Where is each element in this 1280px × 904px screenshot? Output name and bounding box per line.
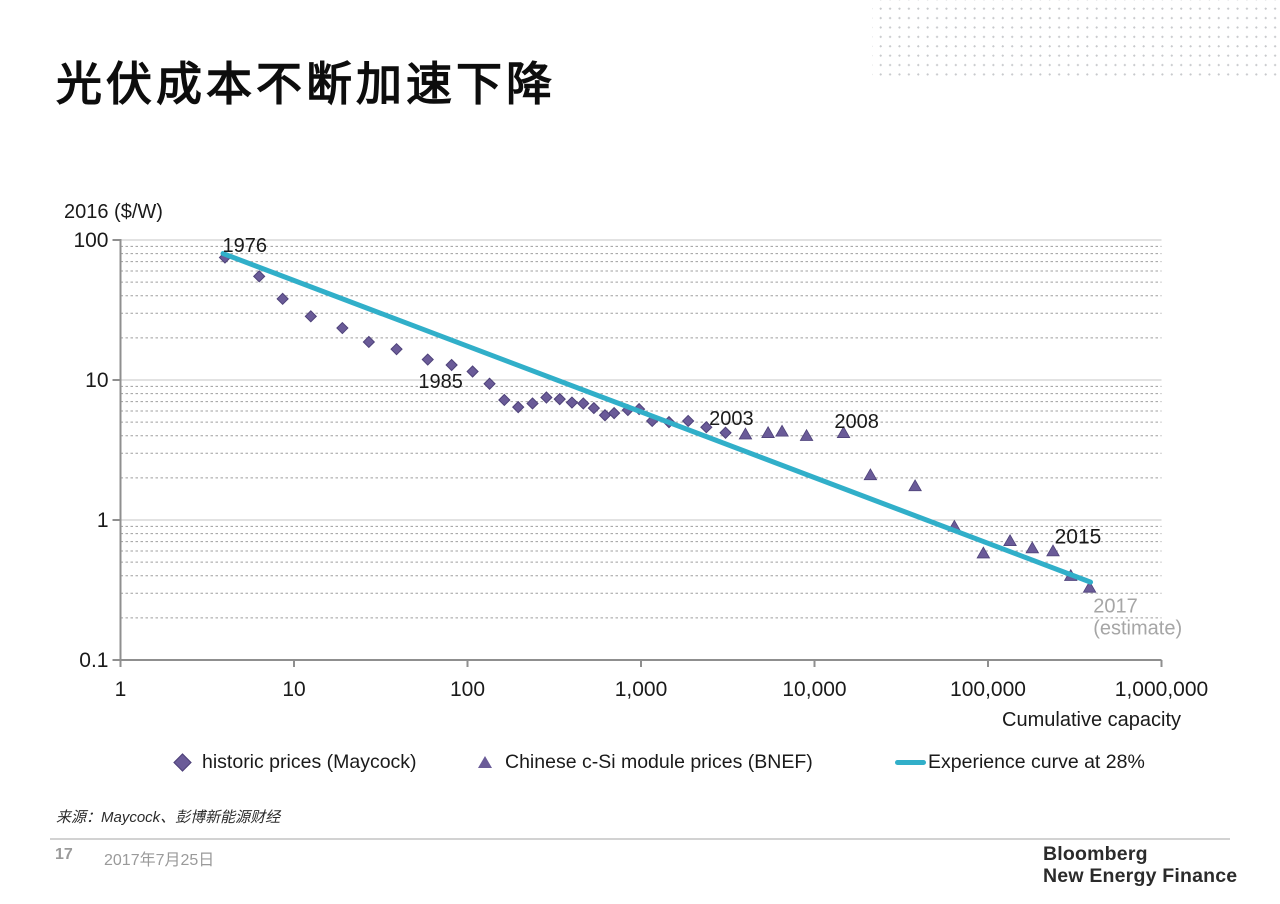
gridlines — [120, 239, 1162, 619]
legend-item-maycock: historic prices (Maycock) — [173, 749, 417, 775]
axes — [112, 239, 1163, 667]
diamond-point — [719, 426, 732, 439]
legend-item-experience-curve: Experience curve at 28% — [895, 749, 1145, 775]
y-tick-label: 100 — [73, 229, 108, 252]
y-tick-labels: 100 10 1 0.1 — [73, 229, 108, 672]
diamond-point — [540, 391, 553, 404]
triangle-marker-icon — [478, 756, 492, 768]
legend-label: Chinese c-Si module prices (BNEF) — [505, 750, 813, 773]
page-number: 17 — [55, 846, 73, 863]
decorative-dot-pattern — [872, 0, 1278, 76]
legend-label: Experience curve at 28% — [928, 750, 1145, 773]
triangle-point — [761, 425, 775, 438]
experience-curve-line — [220, 251, 1094, 585]
triangle-point — [1046, 544, 1060, 557]
legend-item-bnef: Chinese c-Si module prices (BNEF) — [478, 749, 813, 775]
y-tick-label: 0.1 — [79, 649, 108, 672]
annotations: 1976 1985 2003 2008 2015 2017(estimate) — [222, 235, 1182, 639]
diamond-point — [587, 401, 601, 415]
slide-date: 2017年7月25日 — [104, 852, 215, 869]
annotation-2017: 2017 — [1093, 596, 1138, 618]
x-tick-label: 10 — [282, 678, 305, 701]
diamond-point — [607, 406, 621, 420]
annotation-2008: 2008 — [834, 411, 879, 433]
diamond-point — [336, 321, 349, 335]
logo-line-1: Bloomberg — [1043, 843, 1148, 865]
x-tick-label: 100 — [450, 678, 485, 701]
diamond-point — [526, 397, 539, 410]
x-tick-label: 100,000 — [950, 678, 1026, 701]
y-axis-title: 2016 ($/W) — [64, 201, 163, 223]
source-note: 来源：Maycock、彭博新能源财经 — [56, 809, 281, 826]
diamond-point — [700, 421, 713, 434]
diamond-point — [681, 414, 695, 428]
y-tick-label: 10 — [85, 369, 108, 392]
diamond-point — [362, 335, 376, 349]
diamond-marker-icon — [173, 752, 192, 772]
diamond-point — [466, 365, 479, 378]
triangle-point — [775, 424, 789, 437]
triangle-point — [976, 546, 991, 559]
annotation-1976: 1976 — [222, 235, 267, 257]
x-tick-label: 1,000,000 — [1115, 678, 1208, 701]
triangle-point — [863, 468, 878, 481]
slide-title: 光伏成本不断加速下降 — [56, 59, 556, 110]
diamond-point — [390, 342, 403, 356]
legend-label: historic prices (Maycock) — [202, 750, 417, 773]
diamond-point — [483, 377, 496, 390]
x-tick-labels: 1 10 100 1,000 10,000 100,000 1,000,000 — [115, 678, 1209, 701]
diamond-point — [553, 392, 566, 406]
annotation-2015: 2015 — [1055, 525, 1102, 548]
triangle-point — [738, 427, 753, 440]
x-axis-title: Cumulative capacity — [1002, 709, 1181, 731]
triangle-point — [836, 425, 851, 438]
annotation-1985: 1985 — [418, 371, 463, 393]
triangle-point — [908, 479, 922, 492]
triangle-point — [1082, 580, 1097, 593]
y-tick-label: 1 — [97, 509, 109, 532]
diamond-point — [304, 310, 318, 323]
x-tick-label: 1 — [115, 678, 127, 701]
diamond-point — [421, 353, 434, 366]
diamond-point — [577, 397, 590, 410]
diamond-point — [252, 270, 266, 283]
line-marker-icon — [895, 759, 926, 765]
x-tick-label: 10,000 — [782, 678, 846, 701]
diamond-point — [511, 400, 525, 414]
triangle-point — [1025, 541, 1040, 554]
diamond-point — [565, 396, 579, 409]
logo-line-2: New Energy Finance — [1043, 865, 1238, 887]
bnef-logo: Bloomberg New Energy Finance — [1043, 843, 1237, 887]
triangle-point — [799, 428, 814, 441]
series-chinese-csi — [738, 424, 1097, 593]
diamond-point — [276, 292, 289, 306]
chart-canvas: 1 10 100 1,000 10,000 100,000 1,000,0001001010… — [64, 201, 1209, 731]
footer-divider — [50, 838, 1230, 840]
triangle-point — [1003, 534, 1017, 547]
x-tick-label: 1,000 — [615, 678, 668, 701]
diamond-point — [498, 393, 511, 407]
series-historic-prices — [218, 251, 732, 439]
diamond-point — [445, 358, 458, 372]
annotation-estimate: (estimate) — [1093, 618, 1182, 640]
annotation-2003: 2003 — [709, 408, 754, 430]
